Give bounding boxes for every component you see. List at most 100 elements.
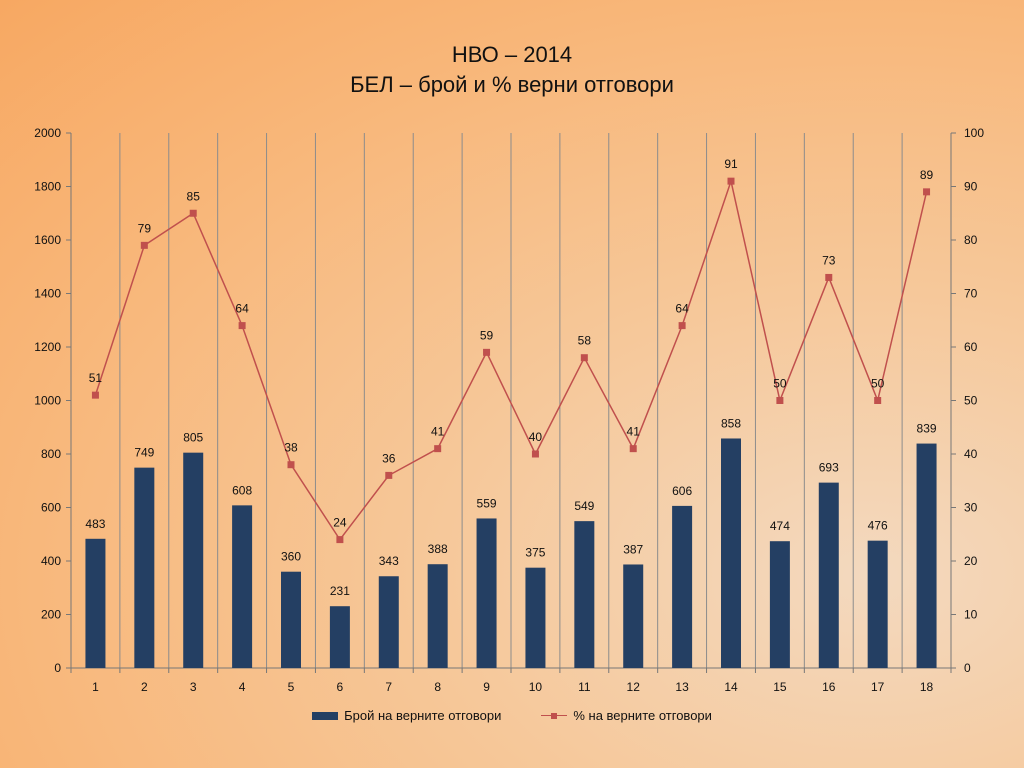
y-right-tick-label: 20 <box>964 554 978 568</box>
line-data-label: 64 <box>675 302 689 316</box>
line-point <box>287 461 295 469</box>
x-tick-label: 9 <box>483 680 490 694</box>
y-right-tick-label: 30 <box>964 501 978 515</box>
line-point <box>189 209 197 217</box>
bar-data-label: 388 <box>428 542 448 556</box>
bar-data-label: 231 <box>330 584 350 598</box>
x-tick-label: 11 <box>578 680 591 694</box>
y-left-tick-label: 600 <box>41 501 61 515</box>
y-right-tick-label: 90 <box>964 180 978 194</box>
legend-label-percent: % на верните отговори <box>573 708 712 723</box>
bar <box>281 571 301 668</box>
y-left-tick-label: 200 <box>41 608 61 622</box>
x-tick-label: 3 <box>190 680 197 694</box>
legend-line-swatch <box>541 711 568 721</box>
y-right-tick-label: 50 <box>964 394 978 408</box>
bar <box>672 505 693 668</box>
bar <box>867 540 888 668</box>
line-data-label: 79 <box>138 221 152 235</box>
bar-data-label: 858 <box>721 416 741 430</box>
bar <box>427 564 448 668</box>
bar-data-label: 343 <box>379 554 399 568</box>
line-data-label: 73 <box>822 253 836 267</box>
line-point <box>825 273 833 281</box>
y-right-tick-label: 0 <box>964 661 971 675</box>
percent-series-line <box>94 178 928 541</box>
x-tick-label: 10 <box>529 680 543 694</box>
line-data-label: 41 <box>431 425 445 439</box>
x-tick-label: 1 <box>92 680 99 694</box>
y-right-tick-label: 70 <box>964 287 978 301</box>
bar-data-label: 360 <box>281 550 301 564</box>
x-tick-label: 8 <box>434 680 441 694</box>
line-point <box>678 322 686 330</box>
line-data-label: 85 <box>187 189 201 203</box>
legend-bar-swatch <box>312 711 339 720</box>
bar <box>721 438 741 668</box>
legend-item-percent: % на верните отговори <box>541 708 712 723</box>
bar-data-label: 559 <box>477 496 497 510</box>
line-point <box>629 445 637 453</box>
line-data-label: 40 <box>529 430 543 444</box>
y-left-tick-label: 800 <box>41 447 61 461</box>
y-right-tick-label: 10 <box>964 608 978 622</box>
bar-data-label: 387 <box>623 542 643 556</box>
x-tick-label: 15 <box>773 680 787 694</box>
y-right-tick-label: 60 <box>964 340 978 354</box>
bar-data-label: 476 <box>868 519 888 533</box>
bar <box>85 538 106 668</box>
x-tick-label: 6 <box>337 680 344 694</box>
line-point <box>483 348 491 356</box>
line-point <box>385 471 393 479</box>
legend-item-count: Брой на верните отговори <box>312 708 501 723</box>
line-data-label: 38 <box>284 441 298 455</box>
y-left-tick-label: 1600 <box>34 233 61 247</box>
y-left-tick-label: 2000 <box>34 126 61 140</box>
chart-legend: Брой на верните отговори % на верните от… <box>0 708 1024 723</box>
line-point <box>874 397 882 404</box>
line-data-label: 58 <box>578 334 592 348</box>
bar <box>769 541 790 668</box>
line-point <box>336 536 344 544</box>
y-left-tick-label: 1200 <box>34 340 61 354</box>
bar-data-label: 483 <box>85 517 105 531</box>
line-data-label: 51 <box>89 371 103 385</box>
bar <box>378 576 399 668</box>
chart-titles: НВО – 2014 БЕЛ – брой и % верни отговори <box>0 40 1024 100</box>
x-tick-label: 4 <box>239 680 246 694</box>
bar-data-label: 606 <box>672 484 692 498</box>
chart-title: НВО – 2014 <box>451 42 573 67</box>
bar <box>134 467 155 668</box>
line-point <box>434 445 442 453</box>
bar-data-label: 749 <box>134 446 154 460</box>
legend-label-count: Брой на верните отговори <box>344 708 502 723</box>
y-right-tick-label: 80 <box>964 233 978 247</box>
bar <box>916 443 937 668</box>
line-point <box>238 322 246 330</box>
y-left-tick-label: 400 <box>41 554 61 568</box>
bar-data-label: 805 <box>183 431 203 445</box>
bar <box>818 482 839 668</box>
y-left-tick-label: 0 <box>54 661 61 675</box>
x-tick-label: 13 <box>675 680 689 694</box>
y-left-tick-label: 1800 <box>34 180 61 194</box>
y-right-tick-label: 100 <box>964 126 984 140</box>
bar-data-label: 839 <box>917 422 937 436</box>
line-data-label: 89 <box>920 168 934 182</box>
bar <box>329 606 350 668</box>
y-left-tick-label: 1000 <box>34 394 61 408</box>
x-tick-label: 16 <box>822 680 836 694</box>
line-data-label: 50 <box>773 377 787 391</box>
x-tick-label: 17 <box>871 680 885 694</box>
y-left-tick-label: 1400 <box>34 287 61 301</box>
x-tick-label: 5 <box>288 680 295 694</box>
x-tick-label: 2 <box>141 680 148 694</box>
x-tick-label: 18 <box>920 680 934 694</box>
bar <box>574 521 595 668</box>
x-tick-label: 7 <box>385 680 392 694</box>
line-point <box>140 241 148 249</box>
line-data-label: 41 <box>627 425 641 439</box>
bar-data-label: 474 <box>770 519 790 533</box>
bar <box>476 518 497 668</box>
